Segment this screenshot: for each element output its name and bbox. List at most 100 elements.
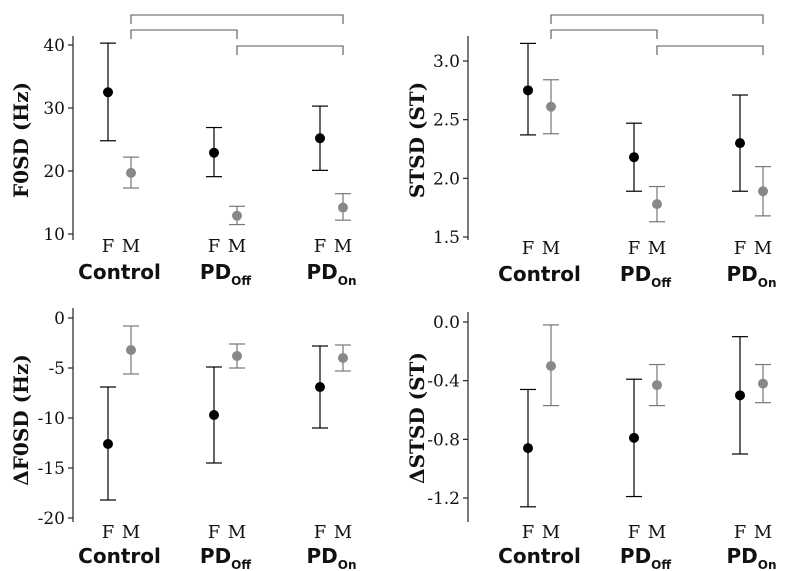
data-point-male: [338, 202, 348, 213]
y-tick-label: 20: [43, 162, 65, 182]
y-tick-label: -20: [38, 509, 65, 529]
group-label-subscript: Off: [651, 276, 671, 290]
group-label: Control: [78, 544, 161, 568]
y-tick-label: 0: [54, 309, 65, 329]
group-label: PDOn: [306, 544, 356, 571]
data-point-male: [126, 345, 136, 355]
x-tick-label-m: M: [648, 522, 666, 543]
data-point-female: [103, 87, 113, 98]
x-tick-label-f: F: [734, 522, 747, 543]
x-tick-label-m: M: [122, 236, 140, 257]
group-label: PDOff: [620, 544, 671, 571]
x-tick-label-m: M: [228, 522, 246, 543]
data-point-male: [338, 353, 348, 363]
data-point-female: [523, 85, 533, 96]
x-tick-label-m: M: [542, 238, 560, 259]
data-point-female: [103, 439, 113, 449]
data-point-male: [232, 351, 242, 361]
significance-bracket: [130, 14, 344, 24]
y-tick-label: 0.0: [433, 313, 460, 333]
y-tick-label: -10: [38, 409, 65, 429]
group-label-name: Control: [498, 262, 581, 286]
significance-bracket: [236, 45, 344, 55]
data-point-male: [758, 378, 768, 389]
group-label-subscript: Off: [651, 558, 671, 571]
y-tick-label: 10: [43, 225, 65, 245]
x-tick-label-f: F: [314, 522, 327, 543]
data-point-male: [652, 199, 662, 210]
group-label-subscript: On: [758, 558, 777, 571]
y-axis-label: ΔF0SD (Hz): [9, 354, 33, 486]
x-tick-label-m: M: [122, 522, 140, 543]
data-point-male: [546, 361, 556, 371]
x-tick-label-f: F: [102, 236, 115, 257]
x-tick-label-m: M: [334, 236, 352, 257]
group-label-subscript: Off: [231, 558, 251, 571]
x-tick-label-f: F: [208, 236, 221, 257]
data-point-female: [315, 382, 325, 392]
group-label: PDOff: [200, 544, 251, 571]
group-label: Control: [78, 260, 161, 284]
group-label: Control: [498, 544, 581, 568]
data-point-male: [758, 186, 768, 197]
y-axis-label: F0SD (Hz): [9, 82, 33, 198]
y-axis-label: STSD (ST): [405, 82, 429, 198]
group-label-subscript: Off: [231, 274, 251, 288]
group-label-name: Control: [78, 544, 161, 568]
group-label-name: PD: [306, 544, 337, 568]
y-tick-label: -15: [38, 459, 65, 479]
group-label: PDOff: [620, 262, 671, 290]
y-tick-label: 3.0: [433, 52, 460, 72]
x-tick-label-f: F: [314, 236, 327, 257]
data-point-male: [546, 101, 556, 112]
y-tick-label: -5: [48, 359, 65, 379]
significance-bracket: [656, 45, 764, 55]
y-tick-label: -1.2: [427, 489, 460, 509]
data-point-female: [735, 390, 745, 401]
group-label: Control: [498, 262, 581, 286]
data-point-female: [629, 432, 639, 443]
data-point-male: [652, 380, 662, 391]
y-tick-label: -0.4: [427, 372, 460, 392]
x-tick-label-m: M: [754, 522, 772, 543]
x-tick-label-m: M: [334, 522, 352, 543]
y-tick-label: 1.5: [433, 228, 460, 248]
data-point-male: [126, 167, 136, 178]
significance-bracket: [550, 29, 658, 39]
data-point-female: [209, 147, 219, 158]
x-tick-label-f: F: [628, 238, 641, 259]
significance-bracket: [130, 29, 238, 39]
x-tick-label-f: F: [102, 522, 115, 543]
group-label-name: PD: [306, 260, 337, 284]
group-label-subscript: On: [338, 558, 357, 571]
data-point-female: [209, 410, 219, 420]
x-tick-label-f: F: [522, 238, 535, 259]
group-label: PDOff: [200, 260, 251, 288]
x-tick-label-m: M: [754, 238, 772, 259]
group-label: PDOn: [726, 262, 776, 290]
group-label-name: PD: [200, 260, 231, 284]
x-tick-label-m: M: [228, 236, 246, 257]
group-label-name: PD: [620, 262, 651, 286]
x-tick-label-f: F: [628, 522, 641, 543]
group-label-subscript: On: [338, 274, 357, 288]
x-tick-label-m: M: [542, 522, 560, 543]
y-axis-label: ΔSTSD (ST): [405, 352, 429, 484]
group-label: PDOn: [306, 260, 356, 288]
data-point-male: [232, 210, 242, 221]
data-point-female: [629, 152, 639, 163]
y-tick-label: 40: [43, 36, 65, 56]
y-tick-label: 30: [43, 99, 65, 119]
data-point-female: [735, 138, 745, 149]
group-label-name: PD: [620, 544, 651, 568]
y-tick-label: 2.0: [433, 169, 460, 189]
x-tick-label-m: M: [648, 238, 666, 259]
y-tick-label: 2.5: [433, 111, 460, 131]
y-tick-label: -0.8: [427, 430, 460, 450]
group-label-name: PD: [726, 544, 757, 568]
x-tick-label-f: F: [208, 522, 221, 543]
group-label: PDOn: [726, 544, 776, 571]
